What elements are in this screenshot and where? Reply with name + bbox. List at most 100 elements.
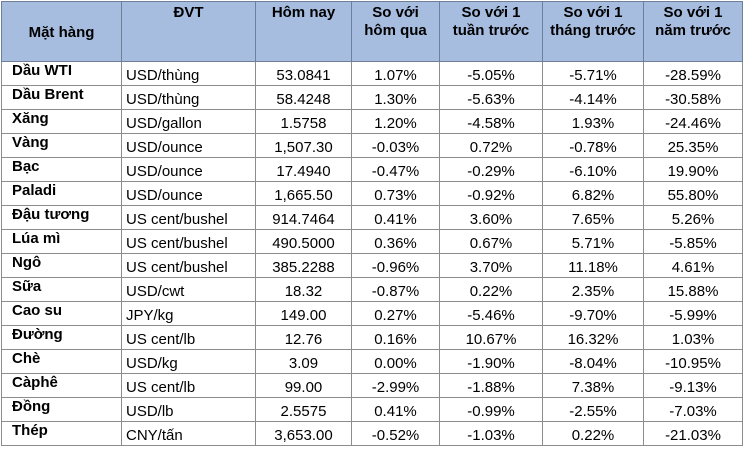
price-today: 18.32	[255, 277, 352, 302]
commodity-name: Xăng	[1, 109, 122, 134]
commodity-name: Cao su	[1, 301, 122, 326]
change-year: 15.88%	[643, 277, 743, 302]
change-month: 7.65%	[542, 205, 644, 230]
change-week: -0.29%	[439, 157, 543, 182]
commodity-name: Thép	[1, 421, 122, 446]
table-row: Vàng USD/ounce 1,507.30 -0.03% 0.72% -0.78% 25…	[1, 133, 743, 158]
price-today: 12.76	[255, 325, 352, 350]
change-week: -1.90%	[439, 349, 543, 374]
change-month: -8.04%	[542, 349, 644, 374]
change-year: 1.03%	[643, 325, 743, 350]
table-row: Lúa mì US cent/bushel 490.5000 0.36% 0.67% 5.…	[1, 229, 743, 254]
change-day: 0.00%	[351, 349, 440, 374]
change-day: 1.30%	[351, 85, 440, 110]
table-row: Đậu tương US cent/bushel 914.7464 0.41% 3.60…	[1, 205, 743, 230]
change-month: -0.78%	[542, 133, 644, 158]
commodity-name: Vàng	[1, 133, 122, 158]
unit: USD/ounce	[121, 133, 256, 158]
change-week: -0.92%	[439, 181, 543, 206]
unit: US cent/lb	[121, 325, 256, 350]
change-day: 0.16%	[351, 325, 440, 350]
change-year: -30.58%	[643, 85, 743, 110]
table-row: Đường US cent/lb 12.76 0.16% 10.67% 16.32% 1.0…	[1, 325, 743, 350]
change-year: -21.03%	[643, 421, 743, 446]
table-row: Chè USD/kg 3.09 0.00% -1.90% -8.04% -10.95%	[1, 349, 743, 374]
commodity-name: Chè	[1, 349, 122, 374]
unit: USD/thùng	[121, 61, 256, 86]
change-day: 0.41%	[351, 205, 440, 230]
change-day: -0.03%	[351, 133, 440, 158]
unit: USD/thùng	[121, 85, 256, 110]
change-year: 4.61%	[643, 253, 743, 278]
commodity-name: Ngô	[1, 253, 122, 278]
change-year: -5.85%	[643, 229, 743, 254]
change-year: -9.13%	[643, 373, 743, 398]
price-today: 914.7464	[255, 205, 352, 230]
change-week: 3.60%	[439, 205, 543, 230]
change-month: 1.93%	[542, 109, 644, 134]
table-body: Dầu WTI USD/thùng 53.0841 1.07% -5.05% -5.71%…	[1, 61, 743, 446]
header-mat-hang: Mặt hàng	[1, 1, 122, 62]
change-month: -2.55%	[542, 397, 644, 422]
commodity-name: Dầu WTI	[1, 61, 122, 86]
commodity-name: Lúa mì	[1, 229, 122, 254]
commodity-name: Đồng	[1, 397, 122, 422]
price-today: 99.00	[255, 373, 352, 398]
change-week: 10.67%	[439, 325, 543, 350]
price-today: 58.4248	[255, 85, 352, 110]
change-day: 0.73%	[351, 181, 440, 206]
table-row: Dầu WTI USD/thùng 53.0841 1.07% -5.05% -5.71%…	[1, 61, 743, 86]
change-year: -28.59%	[643, 61, 743, 86]
change-year: 5.26%	[643, 205, 743, 230]
table-row: Sữa USD/cwt 18.32 -0.87% 0.22% 2.35% 15.88%	[1, 277, 743, 302]
header-so-voi-hom-qua: So với hôm qua	[351, 1, 440, 62]
change-month: 16.32%	[542, 325, 644, 350]
header-so-voi-1-nam: So với 1 năm trước	[643, 1, 743, 62]
commodity-name: Dầu Brent	[1, 85, 122, 110]
price-today: 3.09	[255, 349, 352, 374]
unit: USD/ounce	[121, 157, 256, 182]
change-month: 7.38%	[542, 373, 644, 398]
change-year: -7.03%	[643, 397, 743, 422]
change-week: 3.70%	[439, 253, 543, 278]
change-year: 19.90%	[643, 157, 743, 182]
table-row: Càphê US cent/lb 99.00 -2.99% -1.88% 7.38% -9.…	[1, 373, 743, 398]
commodity-price-table: Mặt hàng ĐVT Hôm nay So với hôm qua So với 1…	[1, 1, 743, 446]
unit: USD/ounce	[121, 181, 256, 206]
table-row: Xăng USD/gallon 1.5758 1.20% -4.58% 1.93% -24.…	[1, 109, 743, 134]
header-dvt: ĐVT	[121, 1, 256, 62]
commodity-name: Càphê	[1, 373, 122, 398]
change-month: 11.18%	[542, 253, 644, 278]
header-hom-nay: Hôm nay	[255, 1, 352, 62]
price-today: 17.4940	[255, 157, 352, 182]
commodity-name: Đường	[1, 325, 122, 350]
change-year: -5.99%	[643, 301, 743, 326]
unit: USD/lb	[121, 397, 256, 422]
price-today: 3,653.00	[255, 421, 352, 446]
unit: US cent/bushel	[121, 253, 256, 278]
unit: US cent/bushel	[121, 229, 256, 254]
change-day: -0.52%	[351, 421, 440, 446]
change-year: -10.95%	[643, 349, 743, 374]
header-so-voi-1-tuan: So với 1 tuần trước	[439, 1, 543, 62]
price-today: 53.0841	[255, 61, 352, 86]
change-year: -24.46%	[643, 109, 743, 134]
table-row: Cao su JPY/kg 149.00 0.27% -5.46% -9.70% -5.99…	[1, 301, 743, 326]
header-row: Mặt hàng ĐVT Hôm nay So với hôm qua So với 1…	[1, 1, 743, 62]
change-week: -5.63%	[439, 85, 543, 110]
unit: US cent/lb	[121, 373, 256, 398]
table-row: Dầu Brent USD/thùng 58.4248 1.30% -5.63% -4.1…	[1, 85, 743, 110]
commodity-name: Paladi	[1, 181, 122, 206]
table-row: Ngô US cent/bushel 385.2288 -0.96% 3.70% 11.1…	[1, 253, 743, 278]
unit: JPY/kg	[121, 301, 256, 326]
change-day: 1.20%	[351, 109, 440, 134]
price-today: 149.00	[255, 301, 352, 326]
change-month: 6.82%	[542, 181, 644, 206]
change-month: -6.10%	[542, 157, 644, 182]
change-week: 0.72%	[439, 133, 543, 158]
change-month: -4.14%	[542, 85, 644, 110]
unit: USD/cwt	[121, 277, 256, 302]
price-today: 1,507.30	[255, 133, 352, 158]
commodity-name: Bạc	[1, 157, 122, 182]
price-today: 2.5575	[255, 397, 352, 422]
